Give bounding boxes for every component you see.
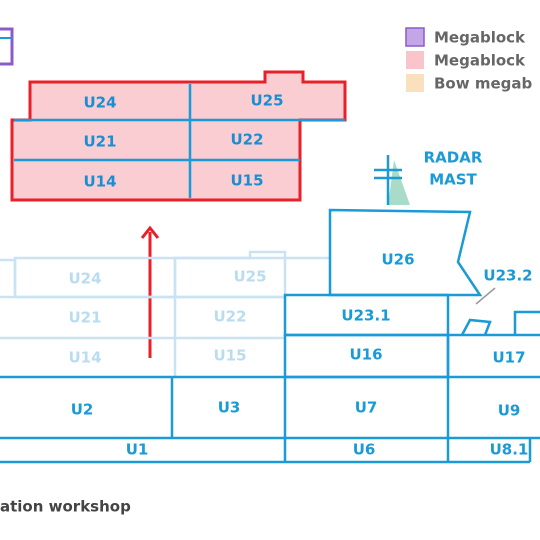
block-label: U23.2: [483, 267, 532, 285]
legend-swatch: [406, 51, 424, 69]
block-label: U16: [349, 346, 382, 364]
mast-label: MAST: [429, 171, 477, 189]
mast-lines: [374, 155, 402, 205]
footer: ation workshop: [0, 498, 131, 516]
block-label: U15: [230, 172, 263, 190]
block-label: U6: [353, 441, 376, 459]
block-label: U1: [126, 441, 149, 459]
faded-label: U21: [68, 309, 101, 327]
ship-blocks: [0, 208, 540, 464]
megablock-dividers: [14, 84, 345, 198]
legend-label: Megablock: [434, 29, 526, 47]
block-label: U24: [83, 94, 116, 112]
block-label: U9: [498, 402, 521, 420]
megablock: [10, 70, 347, 202]
mast: [388, 160, 410, 205]
block-label: U8.1: [490, 441, 529, 459]
block-label: U26: [381, 251, 414, 269]
block-label: U22: [230, 131, 263, 149]
legend-label: Megablock: [434, 52, 526, 70]
block-label: U2: [71, 401, 94, 419]
block-label: U17: [492, 349, 525, 367]
faded-blocks: [0, 250, 330, 377]
purple-block: [0, 27, 14, 66]
block-label: U7: [355, 399, 378, 417]
mast-label: RADAR: [424, 149, 483, 167]
arrow-head: [140, 225, 160, 239]
faded-label: U15: [213, 347, 246, 365]
faded-label: U14: [68, 349, 101, 367]
block-label: U21: [83, 133, 116, 151]
faded-label: U24: [68, 270, 101, 288]
faded-label: U22: [213, 308, 246, 326]
legend-swatch: [405, 27, 425, 47]
block-label: U23.1: [341, 307, 390, 325]
block-label: U14: [83, 173, 116, 191]
block-label: U25: [250, 92, 283, 110]
block-label: U3: [218, 399, 241, 417]
legend-swatch: [406, 74, 424, 92]
legend-label: Bow megab: [434, 75, 532, 93]
faded-label: U25: [233, 268, 266, 286]
